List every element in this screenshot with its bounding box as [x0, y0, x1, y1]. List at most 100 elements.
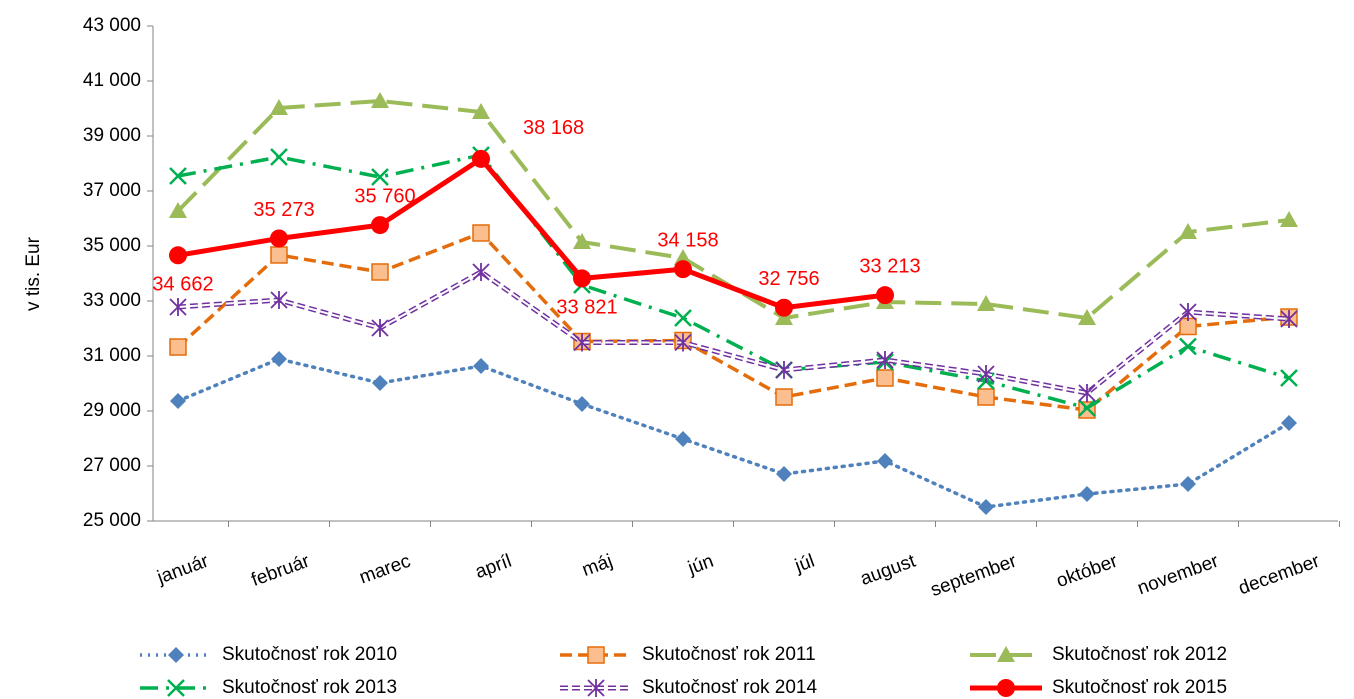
x-tick-label: jún — [684, 551, 716, 580]
y-tick-label: 35 000 — [83, 235, 141, 256]
legend-item: Skutočnosť rok 2011 — [560, 644, 816, 665]
legend-marker — [167, 679, 185, 697]
marker — [1079, 485, 1095, 502]
value-label: 32 756 — [758, 268, 819, 290]
value-label: 35 760 — [354, 185, 415, 207]
marker — [674, 309, 692, 327]
marker — [1180, 476, 1196, 493]
value-label: 34 662 — [152, 274, 213, 296]
y-tick-label: 41 000 — [83, 70, 141, 91]
marker — [371, 168, 389, 186]
y-tick-label: 37 000 — [83, 180, 141, 201]
marker — [876, 350, 894, 369]
series — [169, 224, 1298, 419]
marker — [977, 365, 995, 384]
y-tick-label: 27 000 — [83, 455, 141, 476]
value-label: 33 821 — [556, 297, 617, 319]
y-tick-label: 39 000 — [83, 125, 141, 146]
marker — [877, 452, 893, 469]
marker — [775, 298, 793, 317]
value-label: 34 158 — [657, 229, 718, 251]
legend-marker — [997, 679, 1015, 697]
series-line — [177, 153, 1290, 410]
marker — [270, 291, 288, 310]
marker — [573, 233, 591, 250]
legend-marker — [168, 647, 184, 663]
marker — [371, 319, 389, 338]
marker — [170, 392, 186, 409]
x-tick-label: september — [928, 550, 1020, 601]
x-tick-label: február — [249, 550, 313, 591]
x-tick-label: apríl — [473, 551, 515, 583]
x-tick-label: august — [858, 550, 919, 589]
marker — [472, 102, 490, 119]
legend-item: Skutočnosť rok 2015 — [970, 677, 1227, 698]
marker — [371, 91, 389, 108]
legend-label: Skutočnosť rok 2015 — [1052, 677, 1227, 698]
series-line-inner — [177, 270, 1290, 395]
marker — [1179, 337, 1197, 356]
x-tick-label: júl — [791, 551, 817, 578]
legend-marker — [587, 646, 605, 664]
series-line — [177, 155, 886, 311]
y-tick-label: 33 000 — [83, 290, 141, 311]
marker — [1078, 399, 1096, 417]
marker — [270, 246, 288, 264]
marker — [169, 201, 187, 218]
legend-item: Skutočnosť rok 2010 — [140, 644, 397, 665]
marker — [574, 395, 590, 412]
legend-label: Skutočnosť rok 2014 — [642, 677, 817, 698]
marker — [169, 167, 187, 185]
marker — [472, 149, 490, 168]
marker — [573, 269, 591, 288]
marker — [876, 286, 894, 305]
marker — [1078, 383, 1096, 402]
legend-label: Skutočnosť rok 2013 — [222, 677, 397, 698]
legend-marker — [587, 679, 605, 697]
legend-item: Skutočnosť rok 2012 — [970, 644, 1227, 665]
marker — [573, 333, 591, 352]
legend-label: Skutočnosť rok 2012 — [1052, 644, 1227, 665]
series-line — [176, 357, 1291, 509]
marker — [775, 308, 793, 325]
x-tick-label: október — [1054, 550, 1121, 592]
marker — [1078, 308, 1096, 325]
legend-label: Skutočnosť rok 2010 — [222, 644, 397, 665]
marker — [169, 297, 187, 316]
marker — [675, 430, 691, 447]
series-line — [176, 230, 1290, 412]
marker — [1280, 369, 1298, 387]
legend-item: Skutočnosť rok 2014 — [560, 677, 817, 698]
marker — [472, 224, 490, 242]
marker — [977, 294, 995, 311]
marker — [371, 263, 389, 281]
y-tick-label: 25 000 — [83, 510, 141, 531]
value-label: 38 168 — [523, 117, 584, 139]
series — [169, 262, 1298, 402]
y-tick-label: 29 000 — [83, 400, 141, 421]
legend-item: Skutočnosť rok 2013 — [140, 677, 397, 698]
marker — [775, 388, 793, 406]
y-axis-label: v tis. Eur — [23, 236, 44, 311]
marker — [270, 229, 288, 248]
marker — [169, 338, 187, 356]
y-tick-label: 43 000 — [83, 15, 141, 36]
value-label: 33 213 — [859, 255, 920, 277]
marker — [776, 466, 792, 483]
marker — [169, 246, 187, 265]
marker — [372, 375, 388, 392]
x-tick-label: december — [1236, 550, 1323, 599]
series — [169, 146, 1298, 417]
series — [169, 149, 894, 317]
marker — [978, 499, 994, 516]
marker — [473, 358, 489, 375]
marker — [1280, 211, 1298, 228]
marker — [977, 388, 995, 406]
marker — [1179, 223, 1197, 240]
marker — [674, 260, 692, 279]
legend-marker — [997, 646, 1015, 662]
marker — [270, 148, 288, 166]
marker — [876, 369, 894, 387]
marker — [1179, 303, 1197, 321]
marker — [472, 262, 490, 281]
